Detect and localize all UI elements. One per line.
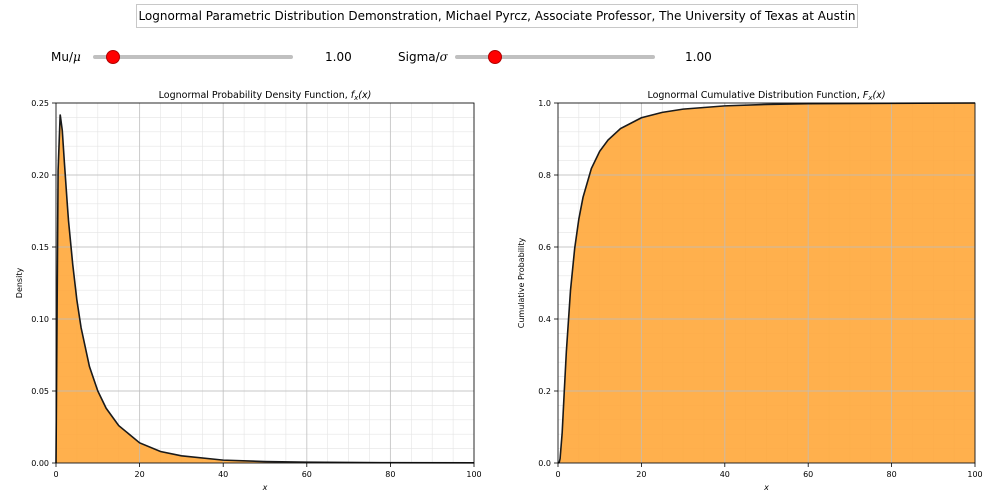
cdf-x-tick-label: 80 <box>887 470 897 479</box>
cdf-y-tick-label: 0.0 <box>538 459 551 468</box>
app-title-text: Lognormal Parametric Distribution Demons… <box>138 9 856 23</box>
mu-slider-label: Mu/μ <box>51 50 81 64</box>
pdf-x-tick-label: 80 <box>385 470 395 479</box>
pdf-title-text: Lognormal Probability Density Function, <box>159 90 351 101</box>
pdf-x-tick-label: 60 <box>302 470 312 479</box>
sigma-value: 1.00 <box>685 50 712 64</box>
pdf-y-axis-label: Density <box>15 268 24 299</box>
pdf-title-math: f <box>351 90 356 101</box>
cdf-chart: 0 20 40 60 80 100 0.0 0.2 0.4 0.6 0.8 1.0 Lognormal … <box>517 90 983 492</box>
cdf-area-fill <box>558 103 975 463</box>
cdf-chart-title: Lognormal Cumulative Distribution Functi… <box>647 90 885 102</box>
pdf-y-tick-label: 0.20 <box>31 171 49 180</box>
sigma-slider-label: Sigma/σ <box>398 50 448 64</box>
pdf-y-tick-label: 0.00 <box>31 459 49 468</box>
app-title: Lognormal Parametric Distribution Demons… <box>136 4 858 28</box>
cdf-x-axis-label: x <box>763 483 769 492</box>
pdf-axes-frame <box>55 102 475 464</box>
pdf-x-tick-label: 100 <box>466 470 481 479</box>
pdf-y-tick-label: 0.05 <box>31 387 49 396</box>
pdf-curve <box>55 114 475 464</box>
cdf-y-tick-label: 0.4 <box>538 315 551 324</box>
cdf-x-tick-label: 0 <box>555 470 560 479</box>
pdf-title-subscript: x <box>353 94 359 102</box>
cdf-y-tick-label: 1.0 <box>538 99 551 108</box>
sigma-slider-row: Sigma/σ 1.00 <box>0 47 992 67</box>
pdf-y-tick-label: 0.15 <box>31 243 49 252</box>
cdf-curve <box>557 102 976 464</box>
cdf-title-suffix: (x) <box>872 90 885 101</box>
cdf-x-tick-label: 100 <box>967 470 982 479</box>
cdf-title-text: Lognormal Cumulative Distribution Functi… <box>647 90 862 101</box>
mu-slider-row: Mu/μ 1.00 <box>0 47 496 67</box>
cdf-y-tick-label: 0.8 <box>538 171 551 180</box>
cdf-x-tick-label: 40 <box>720 470 730 479</box>
cdf-x-tick-label: 20 <box>636 470 646 479</box>
pdf-y-tick-label: 0.10 <box>31 315 49 324</box>
cdf-x-tick-label: 60 <box>803 470 813 479</box>
pdf-chart-title: Lognormal Probability Density Function, … <box>159 90 372 102</box>
cdf-axes-frame <box>557 102 976 464</box>
pdf-x-tick-label: 40 <box>218 470 228 479</box>
pdf-title-suffix: (x) <box>358 90 371 101</box>
sigma-slider-track[interactable] <box>455 50 655 64</box>
pdf-x-tick-label: 20 <box>135 470 145 479</box>
mu-slider-track[interactable] <box>93 50 293 64</box>
sigma-slider-handle[interactable] <box>488 50 502 64</box>
cdf-y-axis-label: Cumulative Probability <box>517 237 526 328</box>
cdf-title-math: F <box>863 90 869 101</box>
pdf-x-tick-label: 0 <box>53 470 58 479</box>
pdf-area-fill <box>56 114 474 463</box>
mu-value: 1.00 <box>325 50 352 64</box>
pdf-chart: 0 20 40 60 80 100 0.00 0.05 0.10 0.15 0.20 0.25 Logn… <box>15 90 482 492</box>
cdf-title-subscript: x <box>867 94 873 102</box>
mu-slider-handle[interactable] <box>106 50 120 64</box>
cdf-y-tick-label: 0.2 <box>538 387 551 396</box>
pdf-x-axis-label: x <box>262 483 268 492</box>
cdf-y-tick-label: 0.6 <box>538 243 551 252</box>
pdf-y-tick-label: 0.25 <box>31 99 49 108</box>
